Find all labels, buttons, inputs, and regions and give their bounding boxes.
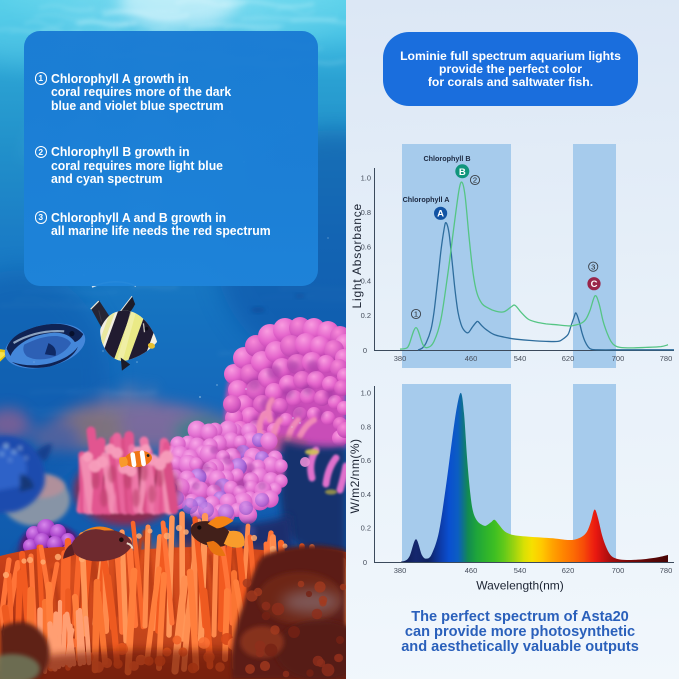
svg-text:0.2: 0.2: [361, 524, 371, 533]
svg-text:700: 700: [612, 354, 625, 363]
svg-text:C: C: [591, 279, 598, 290]
svg-text:700: 700: [612, 566, 625, 575]
svg-text:B: B: [459, 167, 466, 178]
svg-text:Light Absorbance: Light Absorbance: [350, 203, 364, 309]
svg-text:780: 780: [660, 566, 673, 575]
svg-text:0.4: 0.4: [361, 490, 371, 499]
svg-text:A: A: [437, 209, 444, 220]
svg-text:Wavelength(nm): Wavelength(nm): [476, 579, 564, 593]
svg-text:0.4: 0.4: [361, 277, 371, 286]
svg-text:0.6: 0.6: [361, 456, 371, 465]
svg-text:0: 0: [363, 346, 367, 355]
svg-text:620: 620: [562, 566, 575, 575]
svg-text:1: 1: [414, 310, 418, 319]
svg-text:1.0: 1.0: [361, 174, 371, 183]
svg-text:0.8: 0.8: [361, 208, 371, 217]
svg-text:0.2: 0.2: [361, 311, 371, 320]
svg-text:620: 620: [562, 354, 575, 363]
svg-text:380: 380: [394, 566, 407, 575]
svg-text:0.6: 0.6: [361, 242, 371, 251]
svg-text:Chlorophyll B: Chlorophyll B: [423, 154, 470, 163]
svg-text:780: 780: [660, 354, 673, 363]
svg-text:0: 0: [363, 558, 367, 567]
svg-text:3: 3: [591, 262, 595, 271]
svg-text:460: 460: [465, 354, 478, 363]
svg-text:1.0: 1.0: [361, 389, 371, 398]
svg-text:0.8: 0.8: [361, 422, 371, 431]
svg-text:W/m2/nm(%): W/m2/nm(%): [348, 439, 362, 514]
svg-text:460: 460: [465, 566, 478, 575]
svg-text:2: 2: [473, 176, 477, 185]
svg-text:540: 540: [514, 354, 527, 363]
svg-text:Chlorophyll A: Chlorophyll A: [403, 195, 450, 204]
svg-text:380: 380: [394, 354, 407, 363]
svg-text:540: 540: [514, 566, 527, 575]
